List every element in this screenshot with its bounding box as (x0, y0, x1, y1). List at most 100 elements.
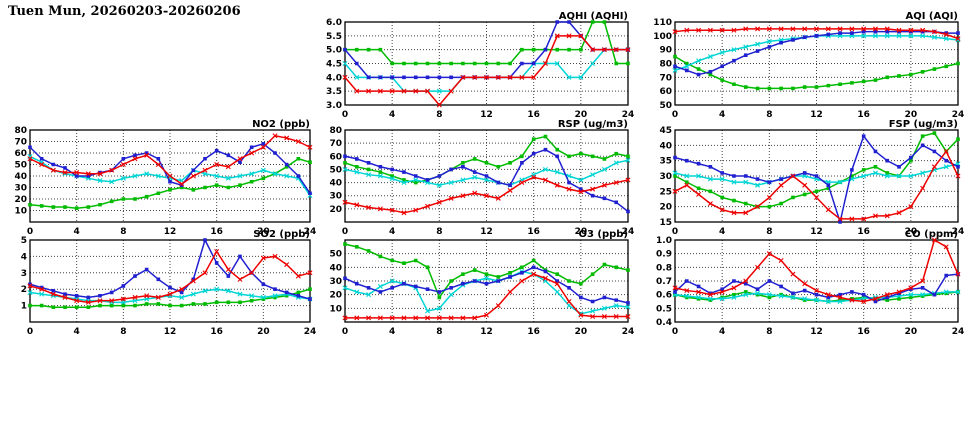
ytick-label: 0.4 (656, 318, 672, 328)
xtick-label: 12 (810, 110, 823, 120)
xtick-label: 24 (952, 110, 965, 120)
chart-aqhi: 3.0 3.5 4.0 4.5 5.0 5.5 6.0 0 4 8 12 16 20 24 AQHI (AQ… (318, 9, 637, 126)
ytick-label: 15 (659, 218, 672, 228)
ytick-label: 90 (659, 46, 672, 56)
ytick-label: 40 (329, 179, 342, 189)
ytick-label: 20 (329, 205, 342, 215)
series-markers-green (28, 287, 312, 310)
ytick-label: 50 (329, 250, 342, 260)
ytick-label: 3.5 (326, 87, 342, 97)
ytick-label: 4.5 (326, 60, 342, 70)
ytick-label: 40 (659, 141, 672, 151)
xtick-label: 16 (210, 327, 223, 337)
ytick-label: 30 (659, 172, 672, 182)
ytick-label: 5 (21, 236, 27, 246)
ytick-label: 60 (14, 149, 27, 159)
xtick-label: 12 (164, 227, 177, 237)
xtick-label: 0 (27, 227, 33, 237)
ytick-label: 80 (14, 126, 27, 136)
xtick-label: 16 (857, 327, 870, 337)
ytick-label: 40 (14, 172, 27, 182)
ytick-label: 6.0 (326, 18, 342, 28)
chart-no2: 10 20 30 40 50 60 70 80 0 4 8 12 16 20 24 NO2 (ppb) (3, 117, 319, 243)
xtick-label: 16 (857, 227, 870, 237)
xtick-label: 20 (575, 227, 588, 237)
chart-title-so2: SO2 (ppb) (253, 229, 310, 240)
xtick-label: 0 (27, 327, 33, 337)
xtick-label: 20 (905, 327, 918, 337)
xtick-label: 8 (436, 227, 442, 237)
chart-svg-aqi: 50 60 70 80 90 100 110 0 4 8 12 16 20 24 AQI (AQI) (653, 11, 965, 120)
chart-title-aqi: AQI (AQI) (905, 11, 958, 22)
xtick-label: 0 (342, 327, 348, 337)
series-markers-red (27, 248, 313, 305)
chart-fsp: 15 20 25 30 35 40 45 0 4 8 12 16 20 24 FSP (ug/m3) (648, 117, 967, 243)
series-markers-blue (28, 238, 312, 301)
ytick-label: 30 (329, 277, 342, 287)
ytick-label: 10 (329, 304, 342, 314)
ytick-label: 5.5 (326, 32, 342, 42)
series-markers-red (342, 174, 631, 216)
xtick-label: 20 (257, 327, 270, 337)
xtick-label: 24 (622, 327, 635, 337)
ytick-label: 1.0 (656, 236, 672, 246)
series-markers-red (342, 33, 631, 108)
ytick-label: 110 (653, 18, 672, 28)
ytick-label: 60 (659, 87, 672, 97)
chart-so2: 1 2 3 4 5 0 4 8 12 16 20 24 SO2 (ppb) (3, 227, 319, 343)
xtick-label: 12 (480, 327, 493, 337)
ytick-label: 30 (14, 184, 27, 194)
ytick-label: 0.8 (656, 263, 672, 273)
plot-border (29, 129, 311, 223)
xtick-label: 8 (766, 110, 772, 120)
chart-title-o3: O3 (ppb) (578, 229, 628, 240)
xtick-label: 4 (719, 227, 725, 237)
xtick-label: 4 (389, 327, 395, 337)
ytick-label: 100 (653, 32, 672, 42)
xtick-label: 4 (389, 227, 395, 237)
xtick-label: 12 (480, 227, 493, 237)
xtick-label: 0 (672, 110, 678, 120)
xtick-label: 24 (622, 110, 635, 120)
xtick-label: 24 (952, 227, 965, 237)
chart-svg-rsp: 20 30 40 50 60 70 80 0 4 8 12 16 20 24 RSP (ug/m3) (329, 119, 634, 237)
page-title: Tuen Mun, 20260203-20260206 (8, 4, 241, 19)
xtick-label: 20 (575, 110, 588, 120)
series-markers-green (673, 131, 960, 209)
ytick-label: 20 (329, 291, 342, 301)
ytick-label: 70 (659, 73, 672, 83)
ytick-label: 50 (659, 101, 672, 111)
xtick-label: 4 (74, 327, 80, 337)
ytick-label: 70 (14, 138, 27, 148)
xtick-label: 12 (810, 327, 823, 337)
ytick-label: 1 (21, 302, 27, 312)
ytick-label: 0.9 (656, 250, 672, 260)
xtick-label: 16 (527, 110, 540, 120)
series-markers-red (342, 271, 631, 321)
ytick-label: 5.0 (326, 46, 342, 56)
xtick-label: 4 (389, 110, 395, 120)
xtick-label: 12 (164, 327, 177, 337)
ytick-label: 0.6 (656, 291, 672, 301)
xtick-label: 0 (342, 110, 348, 120)
ytick-label: 80 (659, 60, 672, 70)
xtick-label: 8 (766, 327, 772, 337)
ytick-label: 20 (659, 203, 672, 213)
xtick-label: 20 (905, 227, 918, 237)
xtick-label: 16 (210, 227, 223, 237)
chart-rsp: 20 30 40 50 60 70 80 0 4 8 12 16 20 24 RSP (ug/m3) (318, 117, 637, 243)
xtick-label: 16 (527, 227, 540, 237)
xtick-label: 16 (857, 110, 870, 120)
xtick-label: 20 (575, 327, 588, 337)
ytick-label: 70 (329, 139, 342, 149)
ytick-label: 40 (329, 263, 342, 273)
ytick-label: 30 (329, 192, 342, 202)
xtick-label: 0 (672, 227, 678, 237)
xtick-label: 24 (304, 227, 317, 237)
ytick-label: 3 (21, 269, 27, 279)
ytick-label: 50 (14, 161, 27, 171)
chart-svg-aqhi: 3.0 3.5 4.0 4.5 5.0 5.5 6.0 0 4 8 12 16 20 24 AQHI (AQ… (326, 11, 635, 120)
xtick-label: 8 (120, 227, 126, 237)
